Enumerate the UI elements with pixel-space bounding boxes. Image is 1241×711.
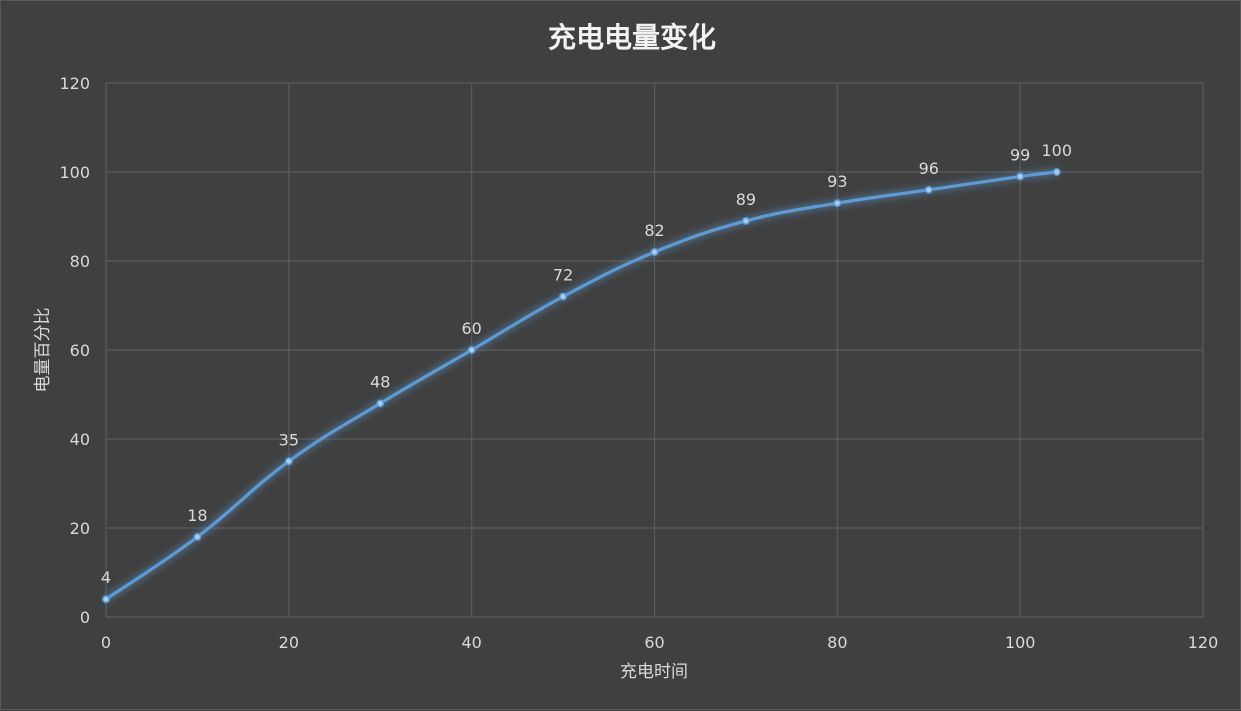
x-axis-title: 充电时间 [620, 662, 688, 682]
data-label: 100 [1041, 141, 1072, 160]
data-point [559, 292, 568, 301]
data-labels: 4 18 35 48 60 72 82 89 93 96 99 100 [101, 141, 1072, 587]
x-axis-tick-labels: 0 20 40 60 80 100 120 [101, 633, 1218, 652]
data-point [376, 399, 385, 408]
x-tick-label: 20 [279, 633, 299, 652]
x-tick-label: 100 [1005, 633, 1036, 652]
y-axis-title: 电量百分比 [33, 308, 53, 393]
y-tick-label: 100 [59, 163, 90, 182]
x-tick-label: 120 [1188, 633, 1219, 652]
data-point [650, 248, 659, 257]
x-tick-label: 0 [101, 633, 111, 652]
data-label: 99 [1010, 145, 1030, 164]
horizontal-gridlines [106, 82, 1203, 618]
data-label: 89 [736, 190, 756, 209]
data-point [1052, 168, 1061, 176]
data-point [193, 532, 202, 541]
data-point [741, 217, 750, 225]
y-tick-label: 60 [70, 341, 90, 360]
x-tick-label: 60 [644, 633, 664, 652]
chart-title: 充电电量变化 [548, 21, 716, 54]
data-label: 4 [101, 568, 111, 587]
y-tick-label: 80 [70, 252, 90, 271]
data-point [833, 199, 842, 208]
series-line [104, 170, 1059, 601]
y-tick-label: 40 [70, 430, 90, 449]
data-label: 82 [644, 221, 664, 240]
data-label: 93 [827, 172, 847, 191]
data-label: 35 [279, 430, 299, 449]
data-point [467, 346, 476, 354]
data-label: 18 [187, 506, 207, 525]
data-label: 48 [370, 372, 390, 391]
data-label: 96 [919, 159, 939, 178]
y-tick-label: 20 [70, 519, 90, 538]
data-point [284, 457, 293, 466]
x-tick-label: 40 [461, 633, 481, 652]
data-label: 60 [461, 319, 481, 338]
x-tick-label: 80 [827, 633, 847, 652]
data-point [924, 185, 933, 194]
data-point [102, 595, 110, 604]
data-label: 72 [553, 266, 573, 285]
y-tick-label: 0 [80, 608, 90, 627]
y-tick-label: 120 [59, 74, 90, 93]
data-point [1016, 172, 1025, 181]
y-axis-tick-labels: 0 20 40 60 80 100 120 [59, 74, 90, 627]
data-markers [102, 168, 1061, 604]
